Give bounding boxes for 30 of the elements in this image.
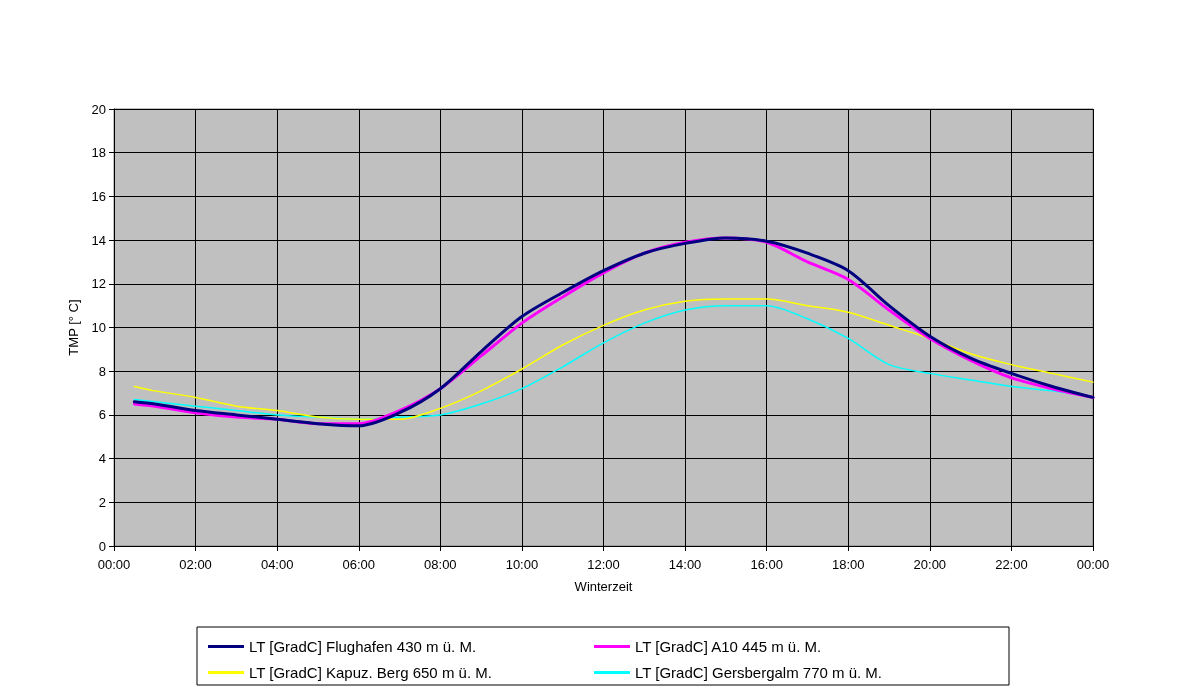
- y-tick-label: 4: [98, 451, 106, 467]
- y-tick-label: 14: [91, 232, 106, 248]
- x-tick-label: 10:00: [505, 557, 539, 572]
- x-tick-label: 00:00: [1076, 557, 1110, 572]
- y-tick-label: 0: [98, 538, 106, 554]
- y-tick-label: 8: [98, 363, 106, 379]
- y-tick-label: 2: [98, 494, 106, 510]
- x-tick-label: 14:00: [668, 557, 702, 572]
- x-tick-label: 00:00: [97, 557, 131, 572]
- x-tick-label: 04:00: [260, 557, 294, 572]
- x-tick-label: 16:00: [750, 557, 783, 572]
- x-axis-title: Winterzeit: [574, 579, 633, 594]
- x-tick-label: 12:00: [587, 557, 620, 572]
- x-tick-label: 08:00: [424, 557, 457, 572]
- legend-label: LT [GradC] Gersbergalm 770 m ü. M.: [635, 664, 883, 681]
- x-tick-label: 18:00: [831, 557, 865, 572]
- x-tick-label: 22:00: [995, 557, 1028, 572]
- y-tick-label: 18: [91, 145, 106, 161]
- y-tick-label: 6: [98, 407, 106, 423]
- x-tick-label: 02:00: [179, 557, 212, 572]
- legend-label: LT [GradC] Kapuz. Berg 650 m ü. M.: [249, 664, 492, 681]
- y-tick-label: 20: [91, 101, 106, 117]
- y-tick-label: 12: [91, 276, 106, 292]
- x-tick-label: 06:00: [342, 557, 376, 572]
- y-axis-title: TMP [° C]: [66, 299, 81, 356]
- legend-label: LT [GradC] Flughafen 430 m ü. M.: [249, 638, 477, 655]
- legend-label: LT [GradC] A10 445 m ü. M.: [635, 638, 822, 655]
- x-tick-label: 20:00: [913, 557, 947, 572]
- y-tick-label: 10: [91, 320, 106, 335]
- y-tick-label: 16: [91, 188, 106, 204]
